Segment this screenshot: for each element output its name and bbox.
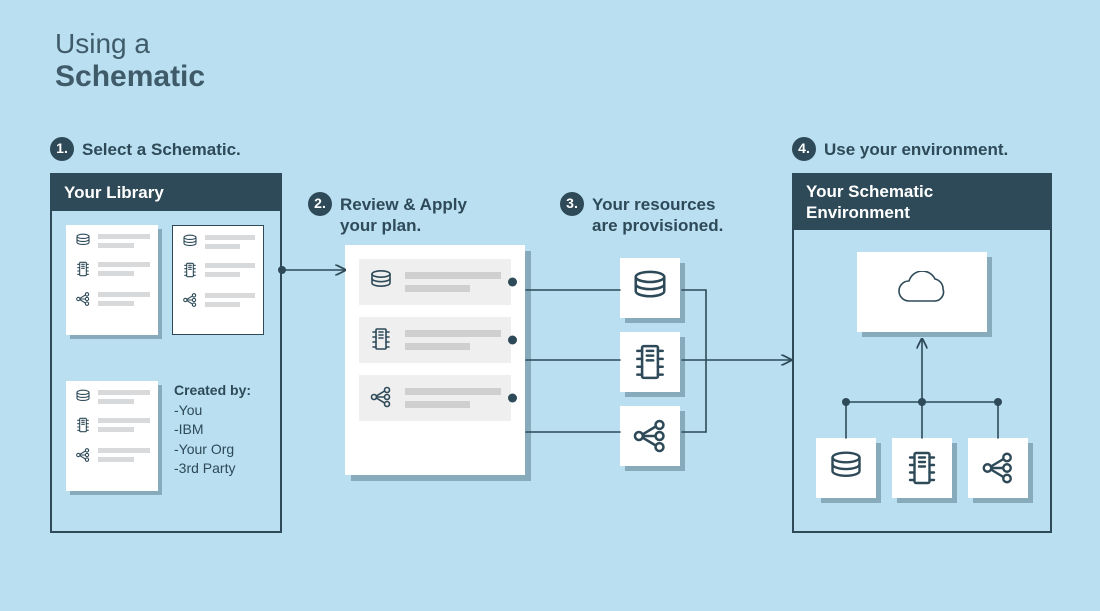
database-icon	[75, 233, 91, 249]
library-card	[66, 225, 158, 335]
step-3-text: Your resources are provisioned.	[592, 192, 730, 237]
database-icon	[828, 450, 864, 486]
environment-tile	[968, 438, 1028, 498]
title-line1: Using a	[55, 28, 205, 60]
environment-tile	[816, 438, 876, 498]
step-1-badge: 1.	[50, 137, 74, 161]
connector-dot	[508, 394, 517, 403]
database-icon	[369, 269, 393, 293]
server-icon	[75, 417, 91, 433]
library-card	[66, 381, 158, 491]
cloud-icon	[887, 271, 957, 313]
library-card	[172, 225, 264, 335]
plan-card	[345, 245, 525, 475]
step-2-text: Review & Apply your plan.	[340, 192, 478, 237]
step-2-label: 2. Review & Apply your plan.	[308, 192, 478, 237]
step-4-text: Use your environment.	[824, 137, 1008, 160]
step-4-badge: 4.	[792, 137, 816, 161]
environment-tile	[892, 438, 952, 498]
step-2-badge: 2.	[308, 192, 332, 216]
plan-row	[359, 259, 511, 305]
server-icon	[631, 343, 669, 381]
step-4-label: 4. Use your environment.	[792, 137, 1008, 161]
database-icon	[182, 234, 198, 250]
network-icon	[369, 385, 393, 409]
server-icon	[75, 261, 91, 277]
created-by-list: Created by:-You-IBM-Your Org-3rd Party	[174, 381, 251, 479]
resource-tile	[620, 258, 680, 318]
environment-panel: Your Schematic Environment	[792, 173, 1052, 533]
plan-row	[359, 375, 511, 421]
library-header: Your Library	[52, 175, 280, 211]
network-icon	[631, 417, 669, 455]
connector-dot	[508, 278, 517, 287]
environment-header: Your Schematic Environment	[794, 175, 1050, 230]
library-panel: Your Library Created by:-You-IBM-Your Or…	[50, 173, 282, 533]
title-line2: Schematic	[55, 60, 205, 94]
server-icon	[904, 450, 940, 486]
plan-row	[359, 317, 511, 363]
resource-tile	[620, 406, 680, 466]
resource-tile	[620, 332, 680, 392]
server-icon	[182, 262, 198, 278]
library-body: Created by:-You-IBM-Your Org-3rd Party	[52, 211, 280, 529]
server-icon	[369, 327, 393, 351]
page-title: Using a Schematic	[55, 28, 205, 94]
network-icon	[75, 291, 91, 307]
step-3-badge: 3.	[560, 192, 584, 216]
database-icon	[75, 389, 91, 405]
database-icon	[631, 269, 669, 307]
network-icon	[75, 447, 91, 463]
environment-body	[794, 230, 1050, 532]
step-1-text: Select a Schematic.	[82, 137, 241, 160]
cloud-tile	[857, 252, 987, 332]
network-icon	[182, 292, 198, 308]
connector-dot	[508, 336, 517, 345]
step-1-label: 1. Select a Schematic.	[50, 137, 241, 161]
step-3-label: 3. Your resources are provisioned.	[560, 192, 730, 237]
network-icon	[980, 450, 1016, 486]
